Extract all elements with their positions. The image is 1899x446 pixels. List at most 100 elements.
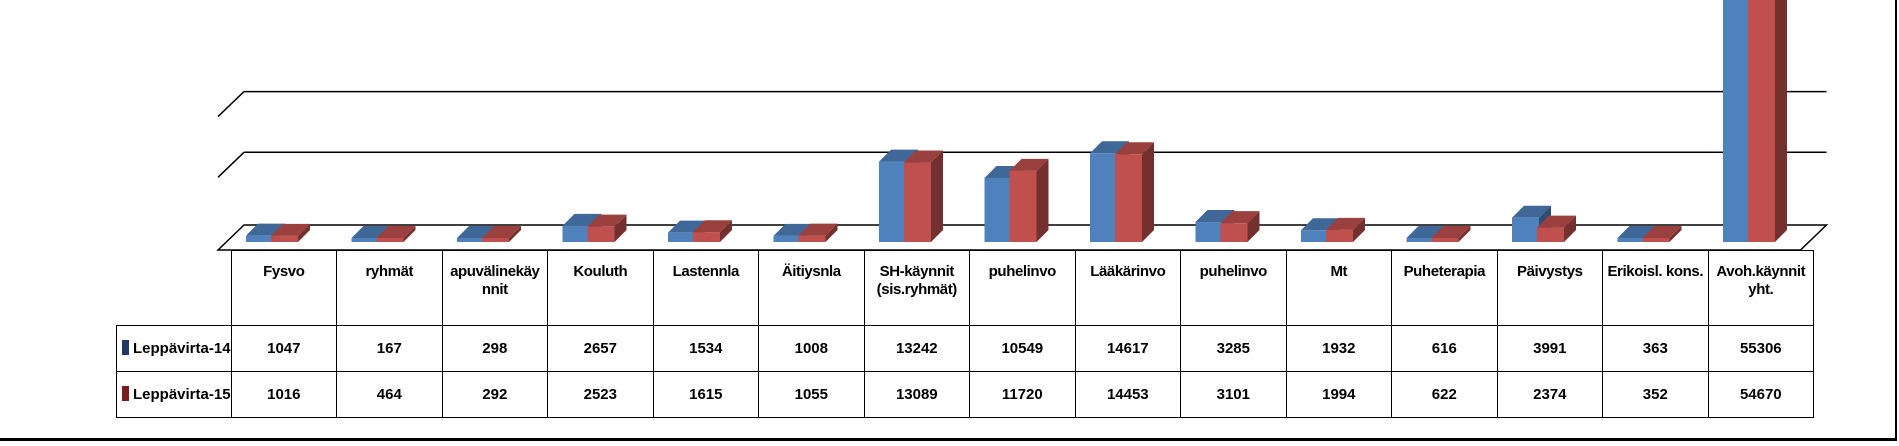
data-label: 2657 — [547, 325, 654, 372]
data-label: 1994 — [1285, 371, 1393, 418]
bar-front — [1009, 170, 1037, 242]
bar-front — [1406, 238, 1434, 242]
data-label: 11720 — [969, 371, 1076, 418]
bar-side — [1775, 0, 1787, 242]
bar-front — [1642, 238, 1670, 242]
data-label: 1047 — [230, 325, 338, 372]
legend-swatch-leppavirta-15 — [122, 385, 129, 401]
bar-front — [1115, 154, 1142, 242]
bar-front — [1431, 238, 1459, 242]
data-label: 464 — [336, 371, 443, 418]
bar-side — [1142, 142, 1154, 242]
data-label: 14453 — [1074, 371, 1182, 418]
bar-top — [1115, 142, 1154, 155]
bar-front — [376, 238, 404, 242]
bar-leppavirta-15 — [1115, 142, 1154, 242]
bar-top — [376, 226, 416, 238]
data-table: Fysvo ryhmät apuvälinekäy nnit Kouluth Laste… — [116, 250, 1815, 418]
bar-front — [271, 235, 298, 242]
category-label: Erikoisl. kons. — [1602, 250, 1709, 326]
bar-leppavirta-15 — [798, 223, 838, 242]
data-label: 3285 — [1180, 325, 1287, 372]
bar-front — [984, 177, 1012, 242]
bar-front — [904, 162, 931, 242]
bar-front — [1195, 222, 1223, 242]
bar-leppavirta-15 — [1537, 215, 1576, 242]
bar-top — [1326, 217, 1365, 230]
bar-front — [1220, 223, 1248, 242]
bar-front — [587, 226, 615, 242]
bar-side — [1247, 211, 1260, 242]
category-label: Kouluth — [547, 250, 654, 326]
bar-side — [298, 223, 310, 242]
bar-side — [1564, 215, 1576, 242]
legend-swatch-leppavirta-14 — [122, 339, 129, 355]
data-label: 55306 — [1707, 325, 1815, 372]
bar-leppavirta-15 — [376, 226, 416, 242]
bar-top — [1642, 226, 1682, 238]
series-row-leppavirta-15: Leppävirta-15 1016 464 292 2523 1615 1055 1308… — [116, 371, 1815, 418]
bar-side — [614, 214, 627, 242]
bar-front — [879, 161, 906, 242]
bar-front — [1723, 0, 1750, 243]
bar-side — [403, 226, 416, 242]
bar-front — [668, 232, 695, 242]
data-label: 54670 — [1707, 371, 1815, 418]
bar-front — [798, 235, 826, 242]
bar-front — [773, 235, 801, 242]
legend-entry-leppavirta-14: Leppävirta-14 — [116, 325, 232, 372]
category-label: Päivystys — [1496, 250, 1604, 326]
bar-front — [351, 238, 379, 242]
bar-side — [1458, 226, 1471, 242]
bar-front — [482, 238, 509, 242]
bar-front — [1748, 0, 1775, 242]
bar-top — [482, 226, 521, 238]
data-label: 2523 — [547, 371, 654, 418]
bar-front — [1090, 153, 1117, 242]
data-label: 3991 — [1496, 325, 1604, 372]
bar-front — [457, 238, 484, 242]
bar-leppavirta-15 — [1431, 226, 1471, 242]
data-label: 352 — [1602, 371, 1709, 418]
bar-side — [1669, 226, 1682, 242]
data-label: 1534 — [652, 325, 760, 372]
data-label: 13242 — [863, 325, 971, 372]
bar-leppavirta-15 — [1009, 158, 1049, 242]
data-label: 14617 — [1074, 325, 1182, 372]
data-label: 363 — [1602, 325, 1709, 372]
data-label: 167 — [336, 325, 443, 372]
category-label: Puheterapia — [1391, 250, 1498, 326]
category-label: Fysvo — [230, 250, 338, 326]
category-header-row: Fysvo ryhmät apuvälinekäy nnit Kouluth Laste… — [116, 250, 1815, 326]
data-label: 1615 — [652, 371, 760, 418]
data-label: 1055 — [758, 371, 865, 418]
data-label: 2374 — [1496, 371, 1604, 418]
bar-leppavirta-15 — [1220, 211, 1260, 242]
bar-leppavirta-15 — [482, 226, 521, 242]
bar-side — [825, 223, 838, 242]
bar-front — [1537, 227, 1564, 242]
data-label: 1008 — [758, 325, 865, 372]
legend-entry-leppavirta-15: Leppävirta-15 — [116, 371, 232, 418]
bar-front — [1301, 230, 1328, 242]
bar-top — [1431, 226, 1471, 238]
bar-leppavirta-15 — [587, 214, 627, 242]
category-label: Mt — [1285, 250, 1393, 326]
bar-front — [562, 225, 590, 242]
bar-side — [931, 150, 943, 242]
legend-label: Leppävirta-14 — [133, 339, 231, 357]
bar-side — [1353, 217, 1365, 242]
data-label: 10549 — [969, 325, 1076, 372]
category-label: puhelinvo — [1180, 250, 1287, 326]
bar-front — [1326, 229, 1353, 242]
bar-leppavirta-15 — [1748, 0, 1787, 242]
bar-side — [509, 226, 521, 242]
bar-side — [720, 220, 732, 242]
series-row-leppavirta-14: Leppävirta-14 1047 167 298 2657 1534 1008 1324… — [116, 325, 1815, 372]
bar-top — [1220, 211, 1260, 224]
category-label: Lastennla — [652, 250, 760, 326]
bar-top — [271, 223, 310, 236]
data-label: 13089 — [863, 371, 971, 418]
bar-top — [1512, 205, 1551, 218]
